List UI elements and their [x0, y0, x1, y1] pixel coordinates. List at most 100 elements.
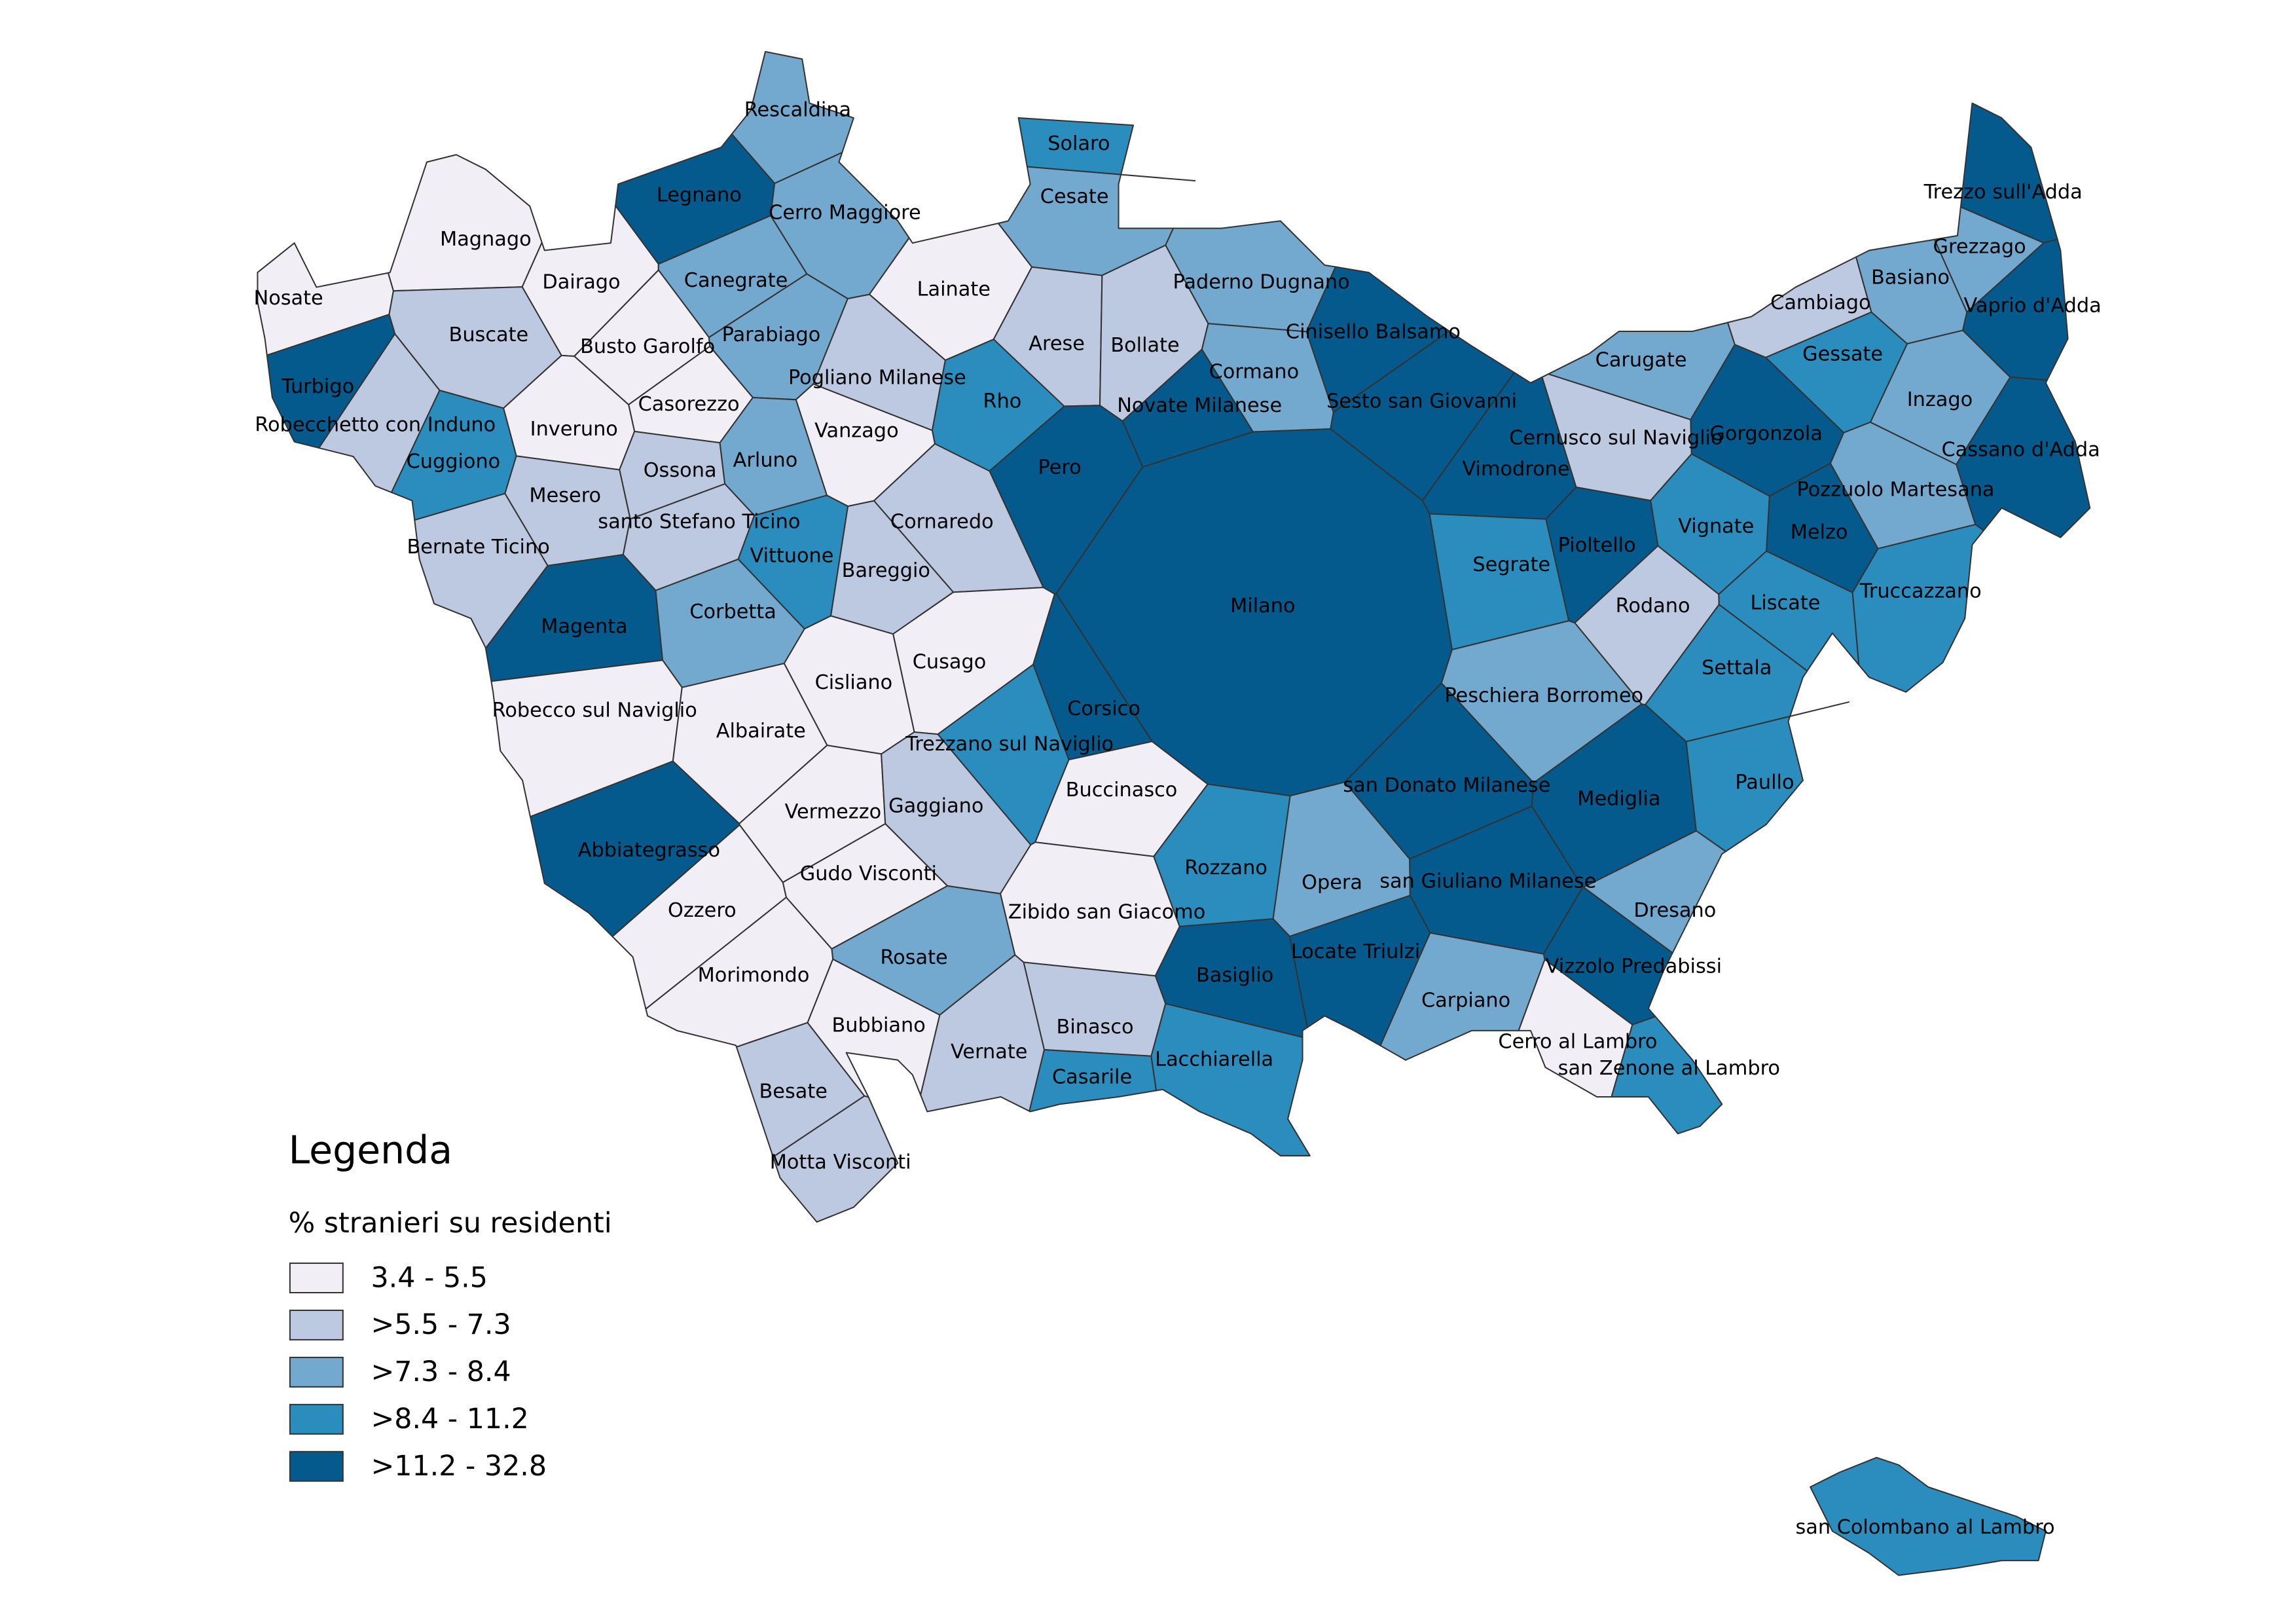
municipality-label: Binasco — [1057, 1016, 1134, 1039]
municipality-label: Arese — [1029, 333, 1085, 356]
municipality-area — [1023, 961, 1167, 1057]
municipality-label: Grezzago — [1933, 235, 2026, 258]
municipality-label: Robecco sul Naviglio — [492, 699, 697, 722]
municipality-label: Mediglia — [1577, 787, 1660, 810]
legend-label: >7.3 - 8.4 — [371, 1356, 511, 1388]
municipality-label: Paullo — [1735, 771, 1794, 794]
legend-swatch — [289, 1403, 344, 1435]
municipality-label: Vimodrone — [1462, 458, 1569, 481]
legend-subtitle: % stranieri su residenti — [289, 1207, 612, 1240]
municipality-label: Cerro al Lambro — [1498, 1030, 1657, 1053]
municipality-label: san Giuliano Milanese — [1379, 870, 1596, 893]
municipality-area — [772, 1095, 899, 1223]
municipality-label: Casorezzo — [638, 393, 740, 416]
municipality-label: santo Stefano Ticino — [598, 511, 800, 534]
legend-label: >8.4 - 11.2 — [371, 1403, 529, 1435]
municipality-label: Canegrate — [684, 269, 788, 292]
municipality-label: Busto Garolfo — [580, 335, 715, 358]
municipality-label: Corsico — [1067, 697, 1140, 720]
municipality-label: Truccazzano — [1859, 580, 1982, 602]
municipality-label: Ossona — [644, 459, 717, 482]
municipality-area — [1150, 1003, 1311, 1156]
municipality-label: Vizzolo Predabissi — [1546, 955, 1722, 978]
municipality-label: Pero — [1038, 456, 1081, 479]
municipality-label: Abbiategrasso — [578, 839, 720, 862]
municipality-label: Rosate — [880, 946, 947, 969]
municipality-label: san Donato Milanese — [1343, 774, 1550, 797]
municipality-label: Cusago — [913, 650, 987, 673]
municipality-label: Trezzano sul Naviglio — [905, 733, 1114, 756]
municipality-label: Milano — [1230, 595, 1295, 618]
municipality-label: Legnano — [657, 184, 742, 207]
municipality-label: Cormano — [1209, 360, 1300, 383]
municipality-areas — [257, 50, 2091, 1576]
municipality-label: Magnago — [440, 228, 532, 251]
legend-label: >11.2 - 32.8 — [371, 1450, 547, 1483]
municipality-area — [920, 954, 1046, 1113]
municipality-label: Besate — [759, 1080, 828, 1103]
legend-label: 3.4 - 5.5 — [371, 1261, 488, 1294]
municipality-label: Inveruno — [530, 418, 618, 441]
municipality-label: Opera — [1302, 872, 1362, 895]
legend-swatch — [289, 1356, 344, 1388]
municipality-label: Arluno — [733, 449, 798, 471]
municipality-label: Nosate — [254, 287, 323, 310]
municipality-label: Carugate — [1595, 348, 1687, 371]
municipality-label: Paderno Dugnano — [1173, 270, 1350, 293]
municipality-label: Settala — [1702, 656, 1772, 679]
municipality-label: Gessate — [1802, 342, 1883, 365]
municipality-label: Pogliano Milanese — [788, 366, 966, 389]
municipality-label: Gudo Visconti — [800, 862, 937, 885]
municipality-label: Rho — [983, 390, 1022, 413]
municipality-area — [1518, 959, 1633, 1098]
municipality-label: Turbigo — [281, 375, 354, 398]
municipality-label: Dresano — [1633, 899, 1716, 922]
municipality-label: Morimondo — [698, 964, 810, 987]
municipality-label: Bareggio — [842, 559, 930, 582]
municipality-label: Zibido san Giacomo — [1008, 900, 1205, 923]
municipality-area — [1611, 1016, 1723, 1135]
municipality-label: Robecchetto con Induno — [255, 413, 496, 436]
municipality-area — [1810, 1456, 2047, 1576]
municipality-label: Bernate Ticino — [407, 536, 549, 559]
municipality-label: Locate Triulzi — [1291, 940, 1420, 963]
municipality-label: Cambiago — [1770, 291, 1870, 314]
municipality-area — [1851, 523, 1984, 693]
municipality-area — [387, 154, 543, 292]
municipality-label: Albairate — [716, 720, 806, 743]
municipality-label: Pozzuolo Martesana — [1797, 478, 1995, 501]
municipality-label: Motta Visconti — [770, 1151, 911, 1174]
municipality-label: Cisliano — [815, 671, 893, 694]
municipality-label: Bubbiano — [831, 1014, 925, 1037]
municipality-label: Lacchiarella — [1155, 1048, 1273, 1071]
municipality-label: Basiano — [1871, 267, 1950, 289]
municipality-label: Corbetta — [689, 600, 776, 623]
municipality-label: Vermezzo — [785, 801, 882, 824]
municipality-area — [1029, 1049, 1157, 1113]
municipality-label: Segrate — [1472, 553, 1550, 576]
municipality-label: Buscate — [449, 323, 529, 346]
municipality-label: Parabiago — [722, 323, 821, 346]
municipality-label: Dairago — [542, 270, 620, 293]
municipality-label: Rozzano — [1184, 857, 1267, 879]
municipality-area — [1685, 701, 1850, 853]
municipality-label: Vanzago — [814, 419, 899, 442]
municipality-label: Lainate — [917, 278, 991, 301]
legend-label: >5.5 - 7.3 — [371, 1308, 511, 1341]
legend-swatch — [289, 1450, 344, 1482]
municipality-label: Buccinasco — [1066, 779, 1178, 802]
municipality-label: Cuggiono — [407, 451, 501, 473]
municipality-label: Mesero — [529, 484, 601, 507]
legend-swatch — [289, 1263, 344, 1294]
municipality-area — [1017, 117, 1196, 182]
municipality-label: Rescaldina — [744, 98, 851, 121]
municipality-label: Vernate — [951, 1041, 1027, 1063]
municipality-labels: Rescaldina Legnano Cerro Maggiore Magnago No… — [254, 98, 2102, 1539]
legend: Legenda % stranieri su residenti 3.4 - 5… — [289, 1128, 612, 1483]
municipality-label: Cornaredo — [890, 511, 994, 534]
municipality-label: Trezzo sull'Adda — [1923, 181, 2083, 204]
municipality-label: Vignate — [1678, 515, 1754, 538]
municipality-label: Cinisello Balsamo — [1286, 321, 1461, 344]
municipality-label: Pioltello — [1558, 534, 1636, 557]
